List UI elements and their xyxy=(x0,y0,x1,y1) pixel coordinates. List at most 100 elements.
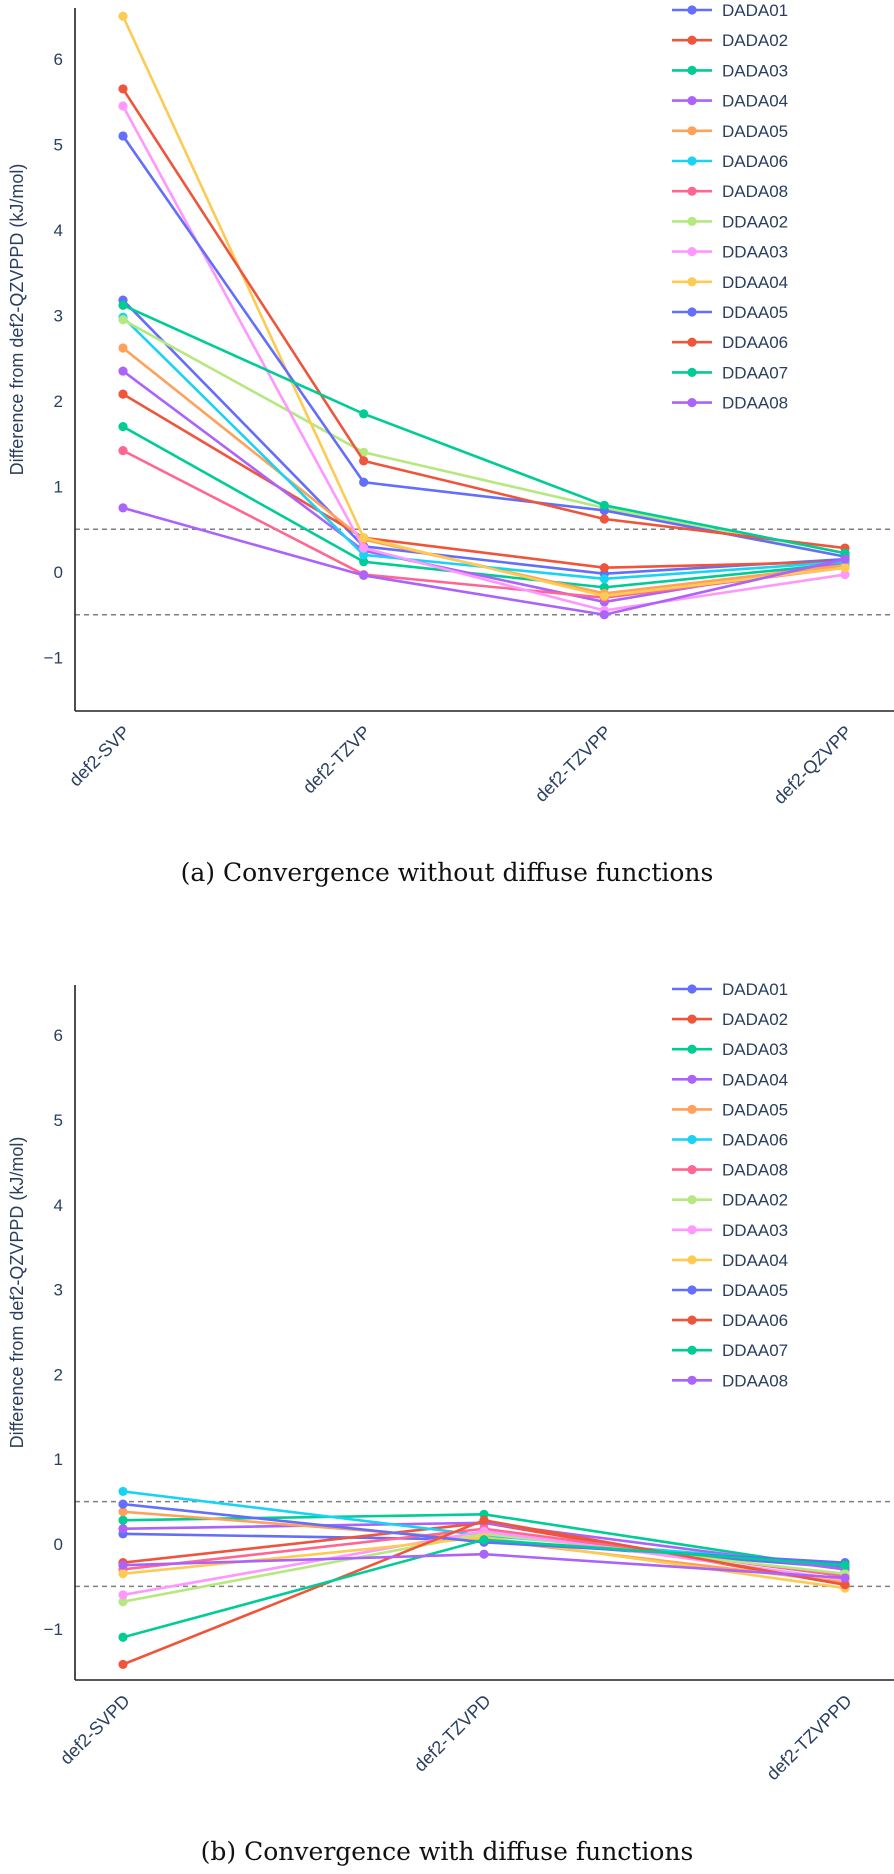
x-tick-label: def2-TZVPPD xyxy=(762,1691,855,1784)
legend-entry: DADA01 xyxy=(722,1,788,20)
legend-swatch-marker xyxy=(687,1375,697,1385)
data-point xyxy=(118,300,128,310)
y-tick-label: 5 xyxy=(54,136,63,155)
legend-swatch-marker xyxy=(687,35,697,45)
legend-swatch-marker xyxy=(687,1165,697,1175)
caption-a: (a) Convergence without diffuse function… xyxy=(180,858,714,887)
data-point xyxy=(118,1569,128,1579)
legend-swatch-marker xyxy=(687,398,697,408)
data-point xyxy=(599,500,609,510)
y-tick-label: 1 xyxy=(54,1450,63,1469)
data-point xyxy=(359,550,369,560)
data-point xyxy=(118,315,128,325)
legend-swatch-marker xyxy=(687,1285,697,1295)
series-line-dada02 xyxy=(122,393,846,570)
y-tick-label: 2 xyxy=(54,1365,63,1384)
legend-entry: DDAA07 xyxy=(722,363,788,382)
legend-swatch-marker xyxy=(687,126,697,136)
legend-swatch-marker xyxy=(687,1134,697,1145)
series-line-ddaa07 xyxy=(122,304,846,555)
x-tick-label: def2-SVP xyxy=(65,722,134,791)
legend-swatch-marker xyxy=(687,96,697,106)
data-point xyxy=(118,11,128,21)
data-point xyxy=(479,1535,489,1545)
legend-swatch-marker xyxy=(687,247,697,257)
x-tick-label: def2-TZVP xyxy=(299,722,375,798)
data-point xyxy=(118,101,128,111)
series-line-dada03 xyxy=(122,425,846,589)
y-tick-label: 5 xyxy=(54,1111,63,1130)
y-tick-label: 0 xyxy=(54,563,63,582)
legend-swatch-marker xyxy=(687,307,697,317)
data-point xyxy=(118,1590,128,1600)
data-point xyxy=(599,610,609,620)
data-point xyxy=(118,503,128,513)
data-point xyxy=(359,570,369,581)
x-tick-label: def2-QZVPP xyxy=(770,722,856,808)
y-tick-label: 0 xyxy=(54,1535,63,1554)
data-point xyxy=(359,543,369,553)
data-point xyxy=(359,456,369,466)
x-tick-label: def2-TZVPD xyxy=(410,1691,495,1776)
data-point xyxy=(599,574,609,584)
legend-swatch-marker xyxy=(687,277,697,287)
legend-swatch-marker xyxy=(687,1074,697,1084)
y-tick-label: 2 xyxy=(54,392,63,411)
data-point xyxy=(118,1507,128,1517)
data-point xyxy=(359,447,369,457)
y-tick-label: 3 xyxy=(54,307,63,326)
legend-swatch-marker xyxy=(687,1255,697,1265)
data-point xyxy=(118,422,128,432)
data-point xyxy=(118,366,128,376)
legend-swatch-marker xyxy=(687,1225,697,1235)
legend-entry: DADA01 xyxy=(722,980,788,999)
data-point xyxy=(359,557,369,567)
legend-swatch-marker xyxy=(687,156,697,166)
legend-entry: DDAA02 xyxy=(722,1191,788,1210)
y-tick-label: 4 xyxy=(54,221,63,240)
legend-swatch-marker xyxy=(687,1104,697,1114)
series-line-ddaa03 xyxy=(121,105,846,612)
y-axis-title: Difference from def2-QZVPPD (kJ/mol) xyxy=(7,1137,27,1449)
legend-entry: DADA06 xyxy=(722,152,788,171)
legend-swatch-marker xyxy=(687,1315,697,1325)
legend-entry: DADA04 xyxy=(722,1070,788,1089)
legend-entry: DADA02 xyxy=(722,31,788,50)
data-point xyxy=(118,1524,128,1534)
legend-entry: DADA06 xyxy=(722,1131,788,1150)
data-point xyxy=(840,563,850,573)
x-tick-label: def2-TZVPP xyxy=(531,722,615,806)
y-axis-title: Difference from def2-QZVPPD (kJ/mol) xyxy=(7,164,27,476)
data-point xyxy=(359,409,369,419)
data-point xyxy=(840,1573,850,1583)
legend-entry: DDAA03 xyxy=(722,243,788,262)
data-point xyxy=(840,569,850,580)
y-tick-label: 3 xyxy=(54,1281,63,1300)
data-point xyxy=(118,1560,128,1570)
legend-swatch-marker xyxy=(687,1014,697,1024)
data-point xyxy=(479,1515,489,1525)
data-point xyxy=(118,389,128,399)
y-tick-label: 1 xyxy=(54,478,63,497)
data-point xyxy=(599,591,609,601)
data-point xyxy=(599,563,609,573)
data-point xyxy=(599,514,609,524)
data-point xyxy=(118,84,128,94)
y-tick-label: 6 xyxy=(54,50,63,69)
data-point xyxy=(118,343,128,353)
series-line-ddaa06 xyxy=(121,88,846,550)
data-point xyxy=(479,1549,489,1559)
data-point xyxy=(359,533,369,543)
data-point xyxy=(118,1486,128,1497)
legend-entry: DADA02 xyxy=(722,1010,788,1029)
legend-entry: DDAA06 xyxy=(722,333,788,352)
caption-b: (b) Convergence with diffuse functions xyxy=(200,1837,694,1866)
legend-entry: DADA05 xyxy=(722,1100,788,1119)
y-tick-label: 6 xyxy=(54,1026,63,1045)
legend-swatch-marker xyxy=(687,1044,697,1054)
legend-entry: DDAA05 xyxy=(722,1281,788,1300)
y-tick-label: −1 xyxy=(44,649,63,668)
data-point xyxy=(118,1659,128,1670)
legend-entry: DDAA03 xyxy=(722,1221,788,1240)
legend-entry: DADA03 xyxy=(722,1040,788,1059)
